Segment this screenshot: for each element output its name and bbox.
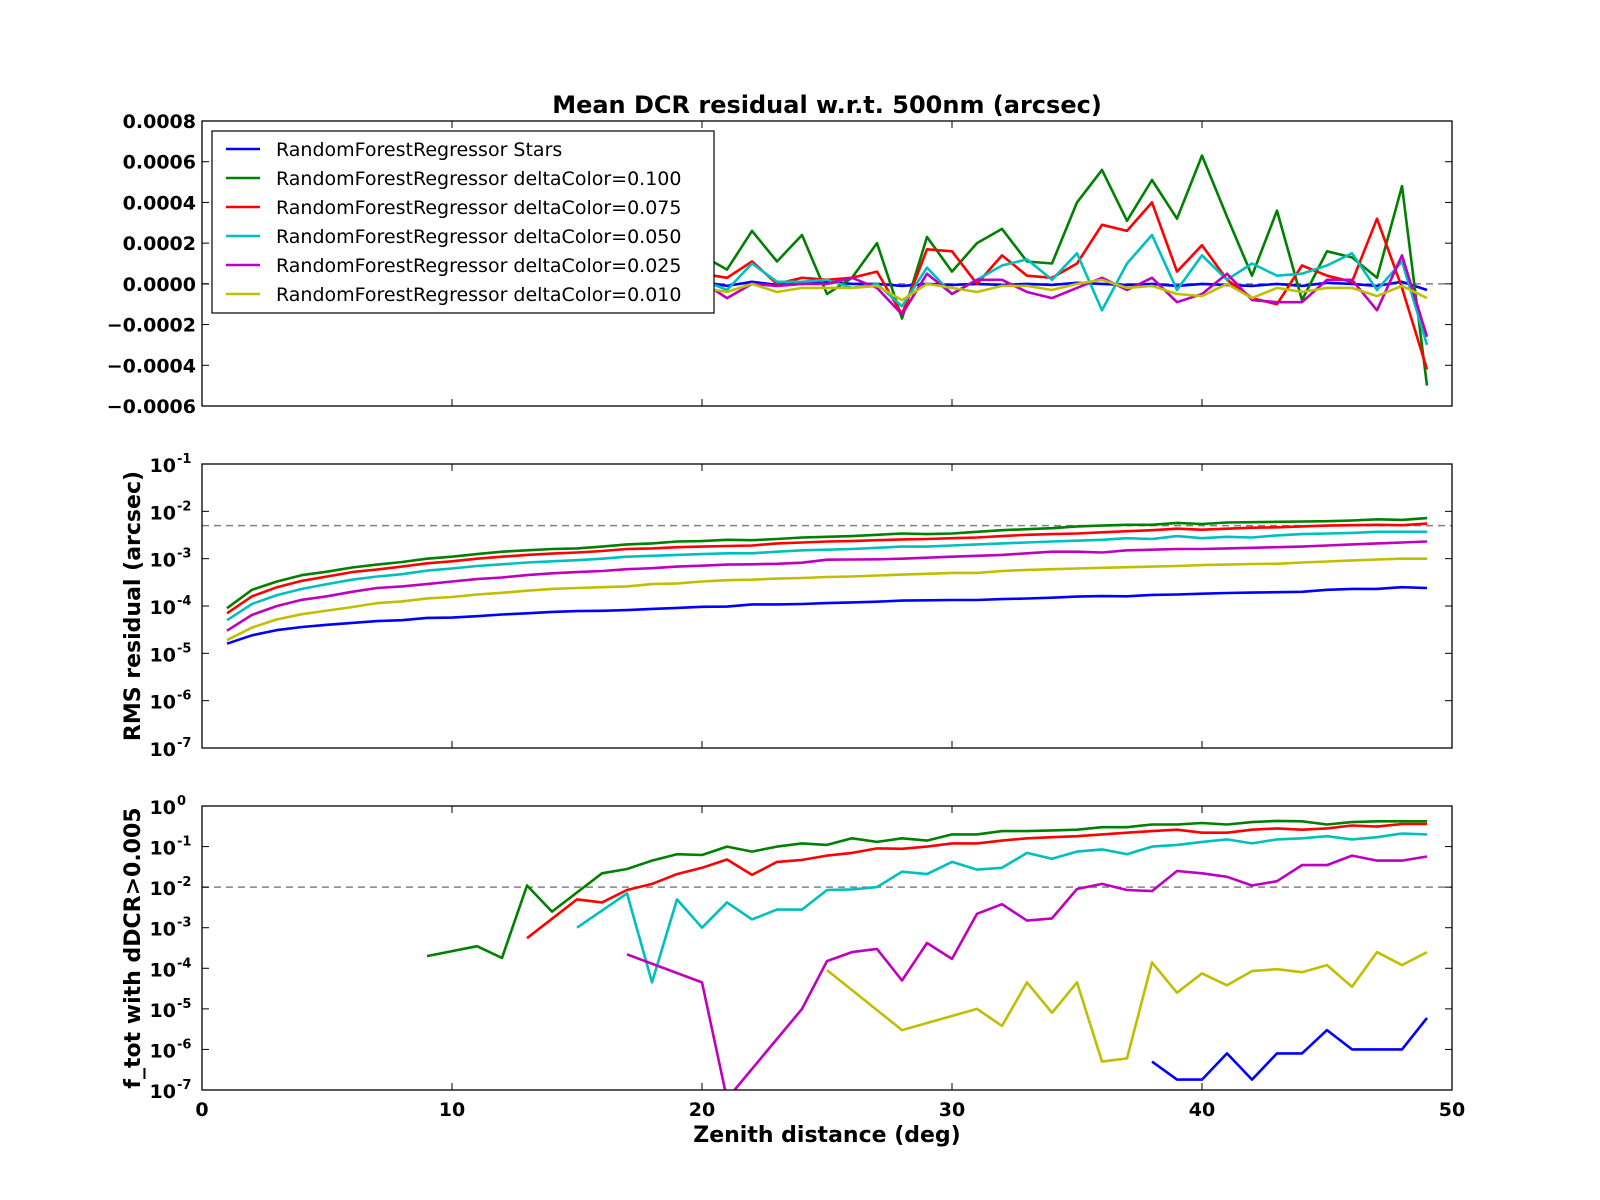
series-group — [426, 819, 1429, 1090]
series-line-dc050 — [576, 832, 1428, 984]
y-tick-label-exponent: -7 — [177, 736, 191, 751]
y-tick-label: 10 — [150, 919, 176, 941]
y-tick-label-exponent: -5 — [177, 997, 191, 1012]
legend-entry: RandomForestRegressor deltaColor=0.050 — [276, 226, 681, 248]
x-tick-label: 20 — [689, 1099, 715, 1121]
y-tick-label: −0.0004 — [107, 355, 196, 377]
y-tick-label-exponent: -2 — [177, 499, 191, 514]
y-tick-label-exponent: -3 — [177, 916, 191, 931]
series-line-dc100 — [426, 819, 1427, 960]
plot-frame — [201, 463, 1453, 749]
y-tick-label: 10 — [150, 838, 176, 860]
legend-entry: RandomForestRegressor deltaColor=0.100 — [276, 168, 681, 190]
y-tick-label: −0.0006 — [107, 396, 196, 418]
y-tick-label: 10 — [150, 502, 176, 524]
series-group — [226, 516, 1428, 645]
x-tick-label: 30 — [939, 1099, 965, 1121]
legend-entry: RandomForestRegressor deltaColor=0.010 — [276, 284, 681, 306]
y-tick-label-exponent: -3 — [177, 547, 191, 562]
y-tick-label-exponent: 0 — [177, 794, 186, 809]
y-tick-label: 0.0004 — [123, 192, 196, 214]
plot-frame — [201, 805, 1453, 1091]
y-tick-label: 10 — [150, 597, 176, 619]
plot-frame — [201, 120, 1453, 407]
y-tick-label-exponent: -1 — [177, 835, 191, 850]
y-tick-label-exponent: -1 — [177, 452, 191, 467]
y-tick-label-exponent: -2 — [177, 875, 191, 890]
series-line-dc025 — [626, 854, 1428, 1090]
y-axis-label: RMS residual (arcsec) — [121, 471, 146, 741]
legend-entry: RandomForestRegressor deltaColor=0.025 — [276, 255, 681, 277]
y-tick-label-exponent: -4 — [177, 594, 191, 609]
y-tick-label: 10 — [150, 878, 176, 900]
y-tick-label: 0.0006 — [123, 152, 196, 174]
series-line-dc010 — [826, 950, 1428, 1063]
y-tick-label: 10 — [150, 692, 176, 714]
y-tick-label: 10 — [150, 1040, 176, 1062]
x-tick-label: 50 — [1439, 1099, 1465, 1121]
y-tick-label: 10 — [150, 959, 176, 981]
x-tick-label: 40 — [1189, 1099, 1215, 1121]
series-line-dc075 — [526, 822, 1427, 940]
x-axis-label: Zenith distance (deg) — [693, 1123, 960, 1148]
series-line-dc010 — [226, 557, 1427, 642]
x-tick-label: 10 — [439, 1099, 465, 1121]
series-line-dc025 — [226, 540, 1428, 632]
mean-dcr-residual-panel: −0.0006 −0.0004 −0.0002 0.0000 0.0002 0.0004 0… — [107, 91, 1453, 418]
series-line-dc050 — [226, 530, 1427, 622]
y-tick-label: 0.0002 — [123, 233, 196, 255]
series-line-dc075 — [226, 522, 1428, 615]
legend-entry: RandomForestRegressor deltaColor=0.075 — [276, 197, 681, 219]
legend-entry: RandomForestRegressor Stars — [276, 139, 562, 161]
y-tick-label: 10 — [150, 739, 176, 761]
y-axis-label: f_tot with dDCR>0.005 — [121, 807, 146, 1088]
y-tick-label: 10 — [150, 1000, 176, 1022]
y-tick-label: 10 — [150, 550, 176, 572]
y-tick-label: 10 — [150, 644, 176, 666]
x-tick-label: 0 — [195, 1099, 208, 1121]
series-group — [226, 154, 1429, 386]
y-tick-label: −0.0002 — [107, 315, 196, 337]
y-tick-label: 0.0008 — [123, 111, 196, 133]
y-tick-label-exponent: -7 — [177, 1078, 191, 1093]
y-tick-label-exponent: -6 — [177, 689, 191, 704]
legend-box — [211, 130, 715, 314]
y-tick-label: 10 — [150, 455, 176, 477]
y-tick-label-exponent: -6 — [177, 1037, 191, 1052]
legend: RandomForestRegressor Stars RandomForestR… — [211, 130, 715, 314]
y-tick-label-exponent: -5 — [177, 641, 191, 656]
y-tick-label: 10 — [150, 797, 176, 819]
series-line-dc100 — [226, 516, 1428, 610]
y-tick-label: 10 — [150, 1081, 176, 1103]
series-line-stars — [226, 585, 1428, 645]
y-tick-label: 0.0000 — [123, 274, 196, 296]
y-tick-label-exponent: -4 — [177, 956, 191, 971]
chart-title: Mean DCR residual w.r.t. 500nm (arcsec) — [552, 91, 1102, 119]
series-line-stars — [1151, 1017, 1429, 1081]
